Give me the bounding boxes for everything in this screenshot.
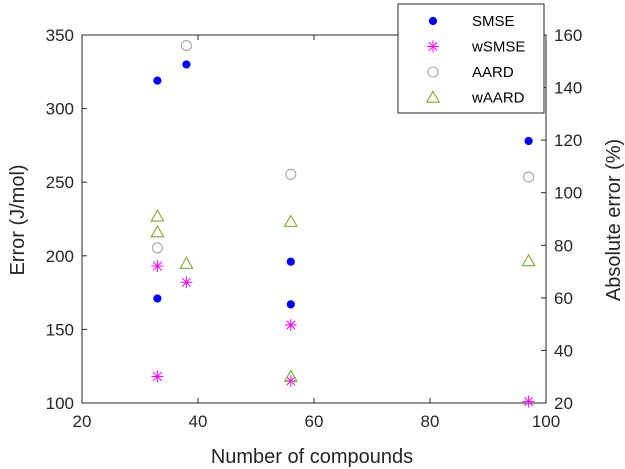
legend-label: wAARD (471, 90, 525, 107)
point-aard (180, 39, 192, 52)
point-waard (283, 214, 298, 227)
y-right-tick-label: 40 (554, 341, 573, 360)
y-left-tick-label: 200 (46, 247, 74, 266)
y-axis-left-label: Error (J/mol) (7, 164, 29, 275)
legend-item-wsmse: wSMSE (427, 39, 525, 56)
point-smse (153, 294, 162, 303)
point-waard (521, 253, 536, 267)
y-left-tick-label: 100 (46, 394, 74, 413)
point-waard (150, 209, 165, 222)
point-wsmse (151, 260, 164, 273)
x-tick-label: 20 (73, 412, 92, 431)
point-smse (153, 76, 162, 85)
series-smse (153, 60, 533, 309)
legend-item-aard: AARD (427, 64, 514, 81)
point-waard (283, 369, 298, 382)
point-smse (182, 60, 191, 69)
asterisk-stroke (152, 371, 162, 382)
y-right-tick-label: 80 (554, 236, 573, 255)
legend-label: wSMSE (471, 39, 525, 56)
point-aard (151, 242, 163, 254)
legend-marker (428, 16, 438, 26)
x-axis-label: Number of compounds (211, 446, 413, 468)
x-tick-label: 60 (305, 412, 324, 431)
series-aard (151, 39, 535, 254)
point-wsmse (522, 395, 535, 408)
asterisk-stroke (286, 320, 296, 330)
asterisk-stroke (181, 277, 191, 287)
asterisk-stroke (524, 396, 534, 407)
legend-marker (427, 40, 439, 53)
legend-label: AARD (472, 64, 514, 81)
point-wsmse (180, 276, 193, 289)
legend-marker (425, 90, 441, 103)
x-tick-label: 80 (421, 412, 440, 431)
y-left-tick-label: 300 (46, 100, 74, 119)
point-smse (286, 300, 295, 309)
y-left-tick-label: 250 (46, 173, 74, 192)
y-axis-right-label: Absolute error (%) (603, 139, 625, 301)
y-right-tick-label: 60 (554, 289, 573, 308)
legend-marker (427, 66, 439, 78)
point-waard (179, 256, 194, 269)
legend-label: SMSE (472, 13, 515, 30)
point-wsmse (151, 370, 164, 383)
y-right-tick-label: 100 (554, 184, 582, 203)
asterisk-stroke (152, 261, 162, 271)
y-left-tick-label: 150 (46, 320, 74, 339)
x-tick-label: 40 (189, 412, 208, 431)
point-smse (524, 136, 533, 146)
point-aard (285, 168, 297, 180)
legend: SMSE wSMSE AARD wAARD (397, 3, 545, 114)
ticks-layer: 20 40 60 80 100 100 150 200 250 300 350 20 40 60 80 100… (46, 26, 583, 431)
y-right-tick-label: 20 (554, 394, 573, 413)
legend-item-waard: wAARD (425, 90, 525, 107)
point-waard (150, 224, 165, 238)
asterisk-stroke (428, 41, 438, 52)
series-waard (150, 209, 536, 382)
y-right-tick-label: 120 (554, 131, 582, 150)
legend-box (397, 3, 545, 114)
y-right-tick-label: 160 (554, 26, 582, 45)
data-points (150, 39, 536, 408)
y-right-tick-label: 140 (554, 79, 582, 98)
point-wsmse (284, 318, 297, 331)
point-aard (523, 171, 535, 183)
point-smse (286, 257, 295, 266)
y-left-tick-label: 350 (46, 26, 74, 45)
legend-item-smse: SMSE (428, 13, 515, 30)
x-tick-label: 100 (532, 412, 560, 431)
